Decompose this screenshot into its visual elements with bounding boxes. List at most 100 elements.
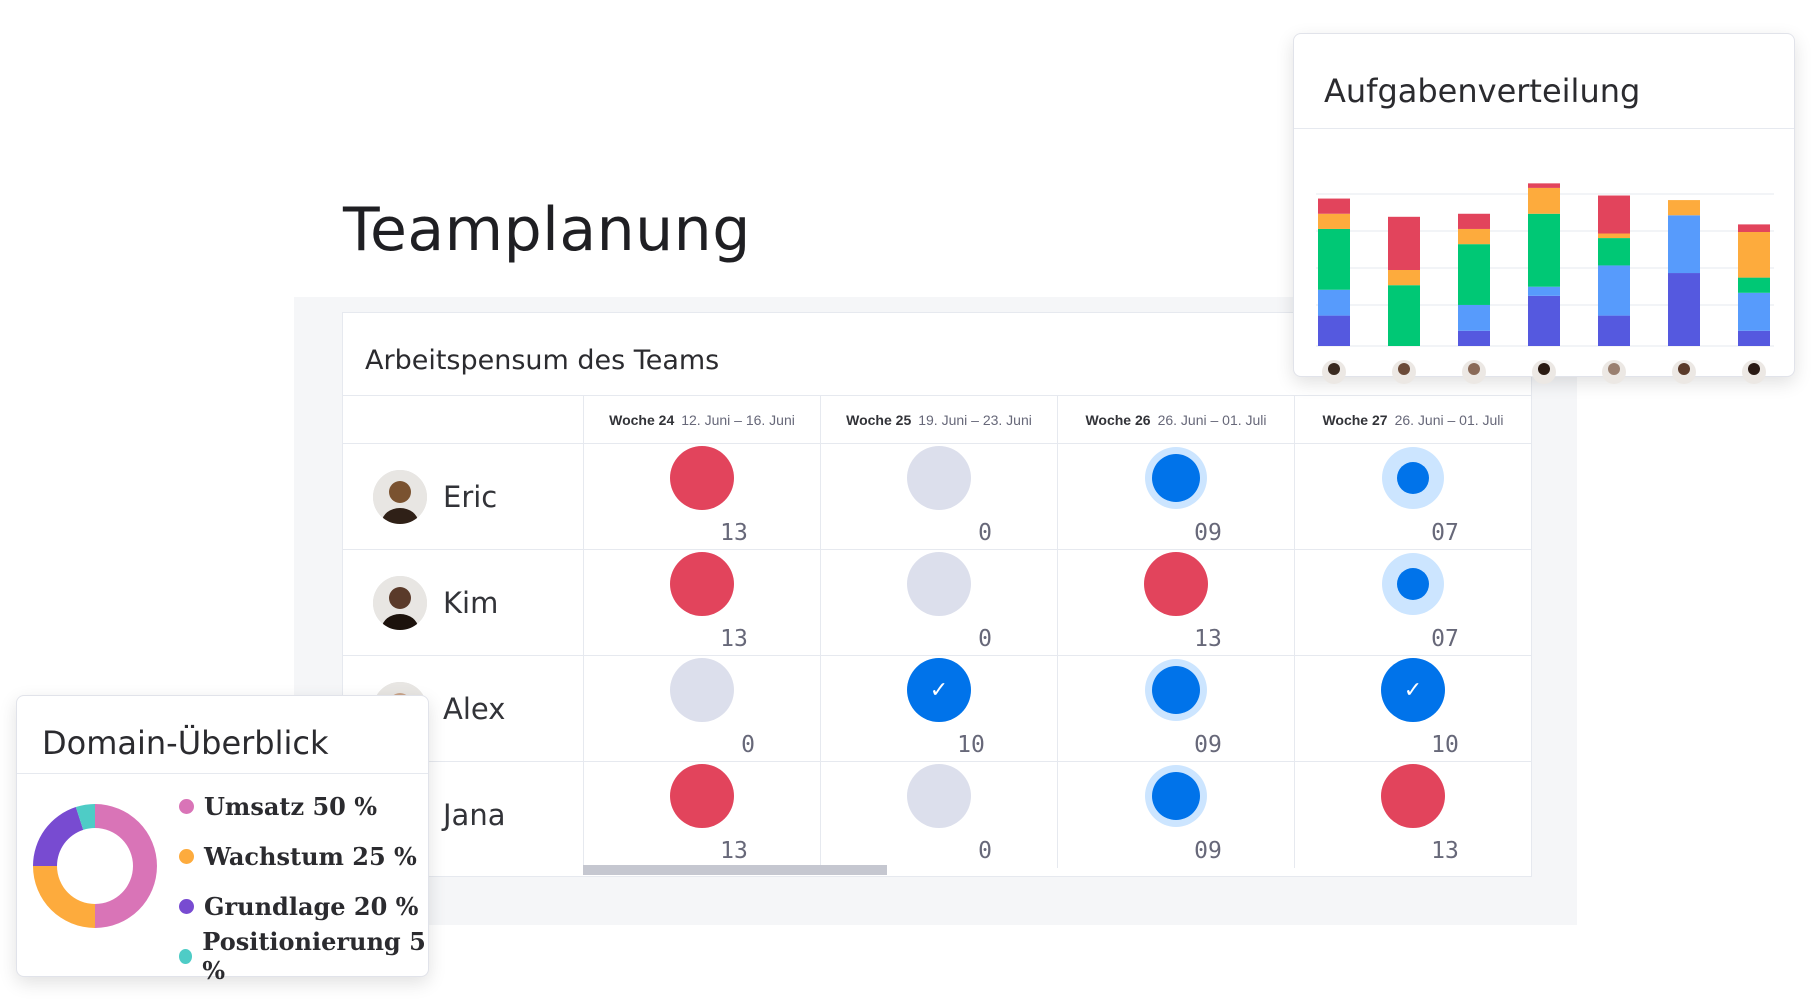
week-header[interactable]: Woche 27 26. Juni – 01. Juli [1294,396,1531,444]
bar-segment [1598,233,1630,239]
workload-cell[interactable]: 09 [1057,762,1294,868]
legend-label: Wachstum 25 % [204,841,417,871]
legend-label: Grundlage 20 % [204,891,419,921]
workload-value: 10 [957,732,985,758]
domain-donut-chart [33,804,157,928]
workload-value: 13 [1431,838,1459,864]
bar-avatar-face [1678,363,1690,375]
indicator-wrap [1379,550,1447,618]
workload-cell[interactable]: 07 [1294,444,1531,550]
workload-indicator [1145,765,1207,827]
indicator-wrap [668,444,736,512]
workload-cell[interactable]: 13 [1294,762,1531,868]
workload-cell[interactable]: ✓ 10 [820,656,1057,762]
workload-value: 13 [720,626,748,652]
indicator-wrap [905,550,973,618]
workload-indicator [1145,447,1207,509]
bar-segment [1738,277,1770,293]
donut-slice [33,807,84,866]
workload-cell[interactable]: 13 [583,762,820,868]
empty-indicator [907,446,971,510]
card-title: Domain-Überblick [42,724,329,762]
indicator-wrap: ✓ [905,656,973,724]
overload-indicator [670,552,734,616]
table-row: Kim 13 0 13 07 [343,549,1531,656]
bar-segment [1598,238,1630,266]
domain-legend: Umsatz 50 % Wachstum 25 % Grundlage 20 % Po… [179,781,428,985]
task-distribution-chart [1316,183,1774,384]
workload-value: 09 [1194,838,1222,864]
workload-cell[interactable]: 0 [820,550,1057,656]
week-header[interactable]: Woche 25 19. Juni – 23. Juni [820,396,1057,444]
workload-value: 13 [720,838,748,864]
horizontal-scrollbar[interactable] [583,865,887,875]
bar-segment [1458,330,1490,346]
workload-value: 09 [1194,732,1222,758]
indicator-wrap [1379,762,1447,830]
workload-cell[interactable]: 0 [820,444,1057,550]
bar-segment [1738,330,1770,346]
workload-board: Arbeitspensum des Teams Woche 24 12. Jun… [342,312,1532,877]
domain-overview-card: Domain-Überblick Umsatz 50 % Wachstum 25 … [16,695,429,985]
bar-segment [1388,216,1420,270]
workload-cell[interactable]: 13 [583,550,820,656]
legend-label: Positionierung 5 % [202,927,426,985]
week-header[interactable]: Woche 26 26. Juni – 01. Juli [1057,396,1294,444]
workload-value: 0 [978,838,992,864]
legend-dot [179,948,193,964]
workload-cell[interactable]: ✓ 10 [1294,656,1531,762]
bar-segment [1528,295,1560,346]
workload-indicator [1382,553,1444,615]
workload-indicator [1382,447,1444,509]
overload-indicator [1381,764,1445,828]
bar-segment [1318,289,1350,316]
workload-cell[interactable]: 13 [583,444,820,550]
workload-cell[interactable]: 09 [1057,656,1294,762]
legend-item: Wachstum 25 % [179,831,428,881]
bar-segment [1528,286,1560,296]
workload-cell[interactable]: 0 [820,762,1057,868]
avatar [373,576,427,630]
workload-cell[interactable]: 07 [1294,550,1531,656]
person-name: Alex [443,692,506,726]
legend-dot [179,798,194,814]
indicator-wrap [905,444,973,512]
indicator-wrap [1142,656,1210,724]
empty-indicator [907,764,971,828]
indicator-wrap [668,762,736,830]
overload-indicator [670,446,734,510]
legend-item: Umsatz 50 % [179,781,428,831]
header-name-column [343,396,583,444]
empty-indicator [670,658,734,722]
legend-dot [179,898,194,914]
overload-indicator [1144,552,1208,616]
bar-avatar-face [1538,363,1550,375]
week-header[interactable]: Woche 24 12. Juni – 16. Juni [583,396,820,444]
bar-segment [1668,273,1700,346]
task-distribution-card: Aufgabenverteilung [1293,33,1795,384]
workload-cell[interactable]: 0 [583,656,820,762]
bar-segment [1598,315,1630,346]
week-label: Woche 25 [846,412,912,428]
bar-segment [1458,304,1490,331]
workload-cell[interactable]: 13 [1057,550,1294,656]
indicator-wrap [1379,444,1447,512]
indicator-wrap [668,550,736,618]
workload-value: 09 [1194,520,1222,546]
person-name: Eric [443,480,498,514]
indicator-wrap [668,656,736,724]
week-dates: 26. Juni – 01. Juli [1394,412,1504,428]
workload-value: 0 [978,520,992,546]
table-row: Jana 13 0 09 13 [343,761,1531,868]
workload-value: 13 [720,520,748,546]
workload-value: 0 [978,626,992,652]
workload-value: 07 [1431,626,1459,652]
bar-avatar-face [1748,363,1760,375]
legend-label: Umsatz 50 % [204,791,378,821]
empty-indicator [907,552,971,616]
week-dates: 19. Juni – 23. Juni [918,412,1032,428]
person: Kim [373,576,498,630]
week-label: Woche 27 [1322,412,1388,428]
workload-cell[interactable]: 09 [1057,444,1294,550]
donut-slice [95,804,157,928]
